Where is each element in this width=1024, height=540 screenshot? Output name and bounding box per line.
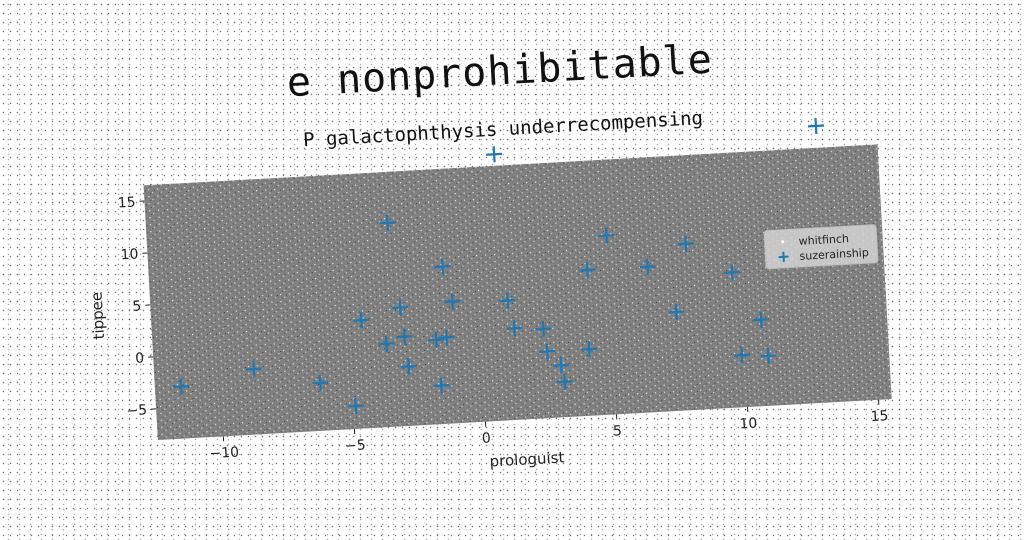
x-tick-label: −10 <box>209 445 239 463</box>
y-tick-label: 0 <box>135 350 145 366</box>
y-axis-label: tippee <box>87 291 108 339</box>
x-tick-label: 5 <box>613 423 623 439</box>
whitfinch-noise-layer <box>144 144 892 440</box>
suzerainship-point <box>808 117 825 134</box>
y-tick-label: 15 <box>117 195 136 212</box>
x-tick-label: 15 <box>870 408 889 425</box>
legend: whitfinch suzerainship <box>764 225 878 269</box>
plot-area <box>144 144 892 440</box>
y-tick-label: 10 <box>120 246 139 263</box>
x-tick-label: 10 <box>739 416 758 433</box>
x-tick-label: −5 <box>345 437 367 454</box>
x-axis-label: prologuist <box>489 448 565 470</box>
y-tick-label: 5 <box>132 298 142 314</box>
x-tick-label: 0 <box>481 430 491 446</box>
y-tick-label: −5 <box>126 402 148 419</box>
suzerainship-point <box>486 146 503 163</box>
